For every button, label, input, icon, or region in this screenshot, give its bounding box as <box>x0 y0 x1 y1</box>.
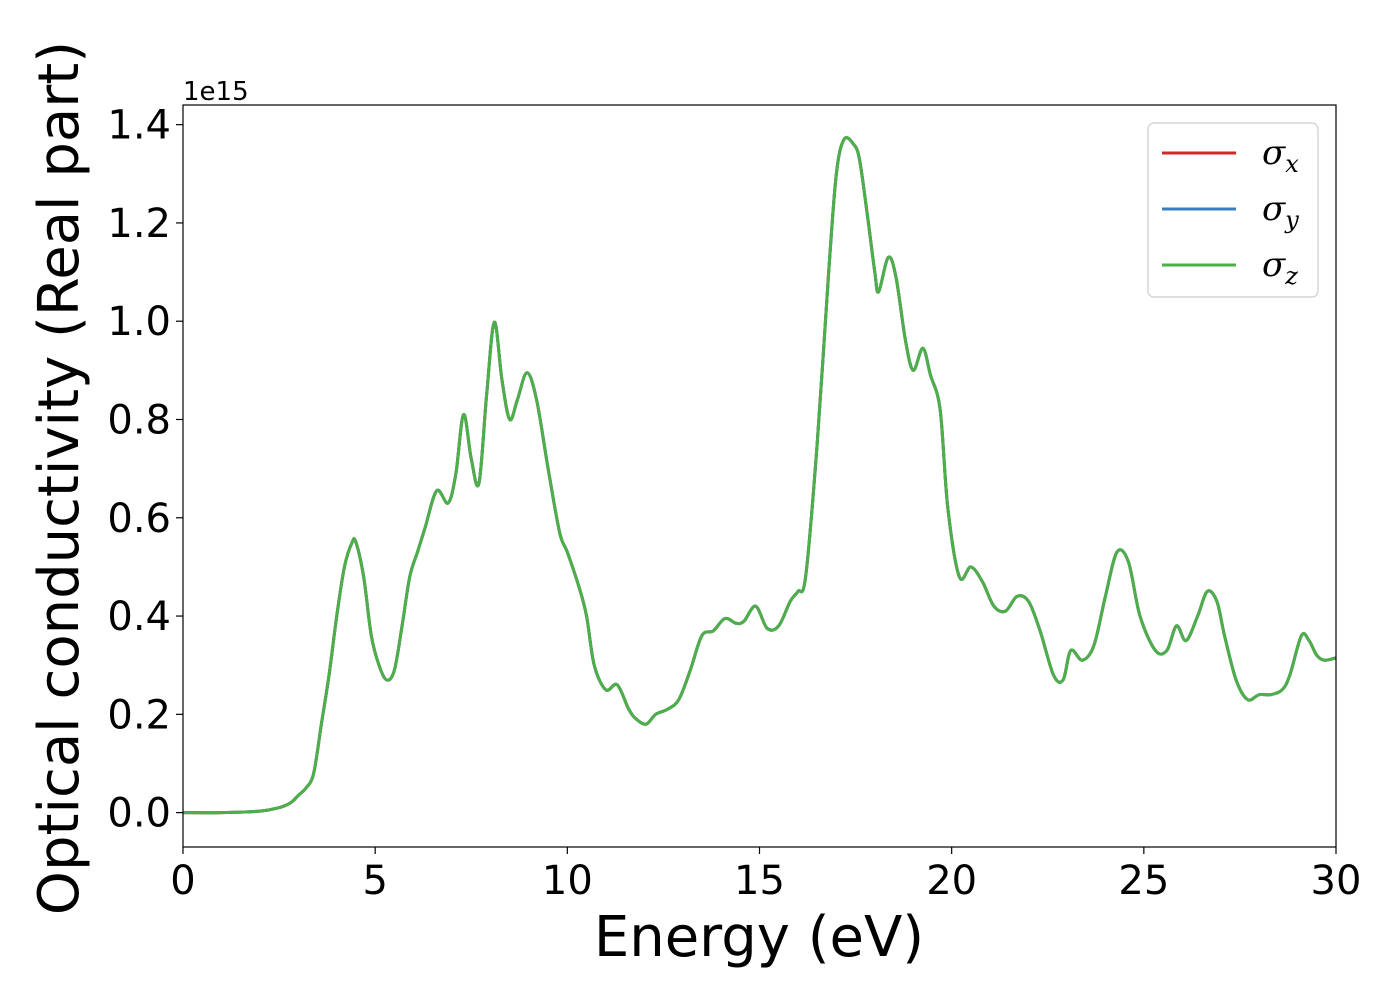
x-axis-label: Energy (eV) <box>594 905 924 970</box>
legend: σx σy σz <box>1147 122 1319 298</box>
y-tick-label: 0.6 <box>107 496 171 542</box>
x-tick-label: 5 <box>362 858 387 904</box>
y-offset-label: 1e15 <box>183 77 249 107</box>
x-tick-label: 25 <box>1118 858 1169 904</box>
x-tick-label: 20 <box>926 858 977 904</box>
y-tick-label: 0.0 <box>107 791 171 837</box>
x-tick-label: 10 <box>542 858 593 904</box>
y-tick-label: 0.8 <box>107 397 171 443</box>
y-tick-label: 1.2 <box>107 201 171 247</box>
legend-sigma-x-label: σx <box>1262 133 1299 178</box>
y-tick-label: 1.0 <box>107 299 171 345</box>
x-tick-label: 30 <box>1311 858 1362 904</box>
x-tick-label: 15 <box>734 858 785 904</box>
legend-sigma-y-label: σy <box>1262 189 1299 234</box>
y-tick-label: 1.4 <box>107 103 171 149</box>
x-tick-label: 0 <box>170 858 195 904</box>
y-axis: 0.0 0.2 0.4 0.6 0.8 1.0 1.2 1.4 <box>107 103 183 837</box>
x-axis: 0 5 10 15 20 25 30 <box>170 847 1361 904</box>
y-tick-label: 0.4 <box>107 594 171 640</box>
y-axis-label: Optical conductivity (Real part) <box>27 41 92 915</box>
legend-sigma-z-label: σz <box>1262 245 1298 290</box>
y-tick-label: 0.2 <box>107 692 171 738</box>
series-sigma-z-line <box>183 136 1336 815</box>
